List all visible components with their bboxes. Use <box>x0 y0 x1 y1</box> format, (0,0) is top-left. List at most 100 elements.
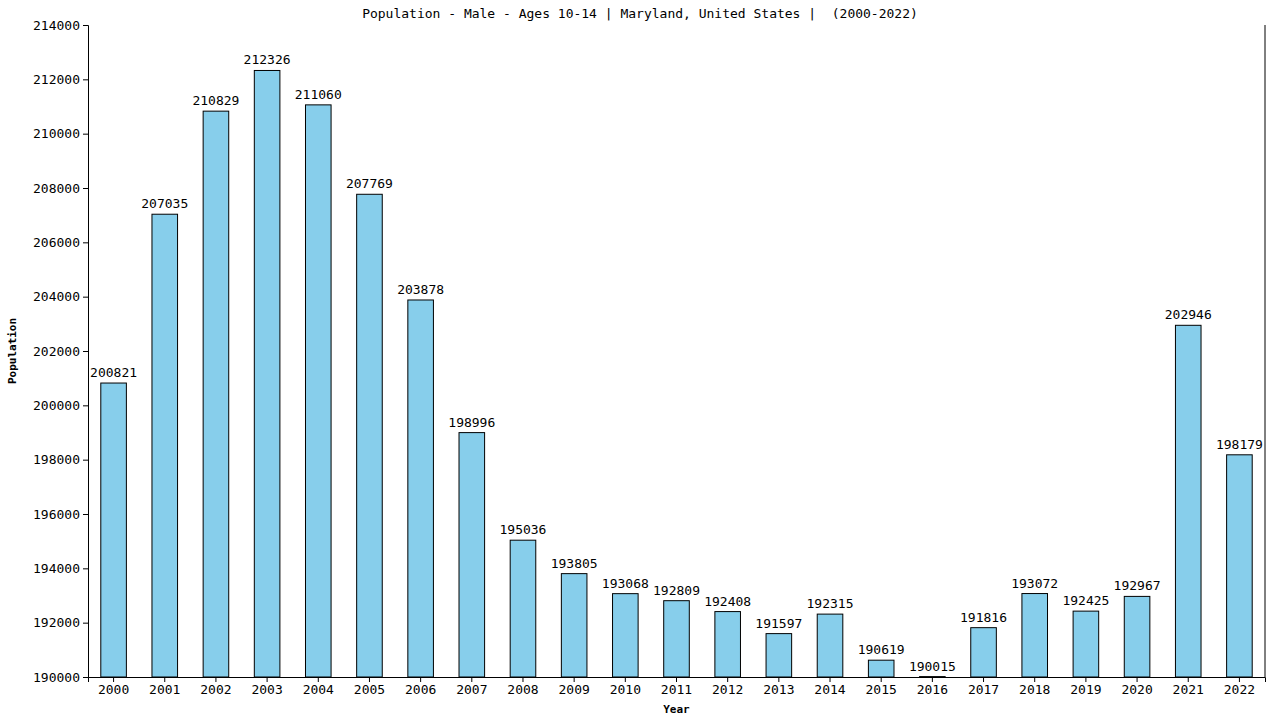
y-tick-label: 204000 <box>33 289 80 304</box>
x-tick: 2008 <box>507 677 538 697</box>
bar <box>1073 611 1099 677</box>
x-tick-label: 2000 <box>98 682 129 697</box>
y-tick: 192000 <box>33 615 88 630</box>
x-tick-label: 2009 <box>558 682 589 697</box>
y-tick: 202000 <box>33 344 88 359</box>
x-tick-label: 2012 <box>712 682 743 697</box>
data-label: 207035 <box>141 196 188 211</box>
x-tick: 2006 <box>405 677 436 697</box>
bar <box>254 70 280 677</box>
bar <box>152 214 178 677</box>
bar <box>868 660 894 677</box>
y-tick-label: 214000 <box>33 18 80 33</box>
data-label: 198179 <box>1216 437 1263 452</box>
bar <box>1227 455 1253 677</box>
bar <box>1022 594 1048 677</box>
bar <box>1175 325 1201 677</box>
y-tick-mark <box>83 297 88 298</box>
data-label: 192967 <box>1114 578 1161 593</box>
frame-line <box>1265 25 1266 677</box>
data-label: 211060 <box>295 87 342 102</box>
data-label: 195036 <box>499 522 546 537</box>
bar <box>1124 596 1150 677</box>
y-tick-label: 196000 <box>33 507 80 522</box>
y-tick-mark <box>83 134 88 135</box>
bar <box>561 574 587 677</box>
x-tick-label: 2004 <box>303 682 334 697</box>
data-label: 191597 <box>755 616 802 631</box>
x-tick-label: 2010 <box>610 682 641 697</box>
y-tick-mark <box>83 242 88 243</box>
y-tick-mark <box>83 405 88 406</box>
y-tick: 204000 <box>33 289 88 304</box>
x-tick: 2001 <box>149 677 180 697</box>
y-tick-label: 200000 <box>33 398 80 413</box>
bar <box>408 300 434 677</box>
y-axis: 190000 192000 194000 196000 198000 200000 2020… <box>33 18 88 685</box>
y-tick-mark <box>83 25 88 26</box>
y-tick: 200000 <box>33 398 88 413</box>
bar <box>613 594 639 677</box>
x-tick-label: 2015 <box>866 682 897 697</box>
bar <box>971 628 997 677</box>
y-tick: 190000 <box>33 670 88 685</box>
y-tick: 194000 <box>33 561 88 576</box>
y-axis-line <box>83 26 89 678</box>
data-label: 200821 <box>90 365 137 380</box>
y-tick-mark <box>83 79 88 80</box>
x-tick: 2007 <box>456 677 487 697</box>
y-tick: 196000 <box>33 507 88 522</box>
y-tick: 208000 <box>33 181 88 196</box>
x-tick-label: 2011 <box>661 682 692 697</box>
y-tick-label: 202000 <box>33 344 80 359</box>
x-tick: 2015 <box>866 677 897 697</box>
bar <box>715 612 741 677</box>
x-tick: 2009 <box>558 677 589 697</box>
title: Population - Male - Ages 10-14 | Marylan… <box>362 6 918 21</box>
y-tick: 206000 <box>33 235 88 250</box>
y-tick-mark <box>83 568 88 569</box>
bar <box>817 614 843 677</box>
data-label: 193068 <box>602 576 649 591</box>
x-tick: 2012 <box>712 677 743 697</box>
x-tick: 2020 <box>1121 677 1152 697</box>
y-tick-mark <box>83 514 88 515</box>
y-tick-label: 190000 <box>33 670 80 685</box>
x-tick: 2017 <box>968 677 999 697</box>
x-tick-label: 2006 <box>405 682 436 697</box>
x-tick-label: 2007 <box>456 682 487 697</box>
x-tick: 2003 <box>251 677 282 697</box>
x-tick-label: 2022 <box>1224 682 1255 697</box>
bar <box>920 676 946 677</box>
y-tick-label: 194000 <box>33 561 80 576</box>
y-tick-label: 210000 <box>33 126 80 141</box>
bar <box>766 634 792 677</box>
data-label: 198996 <box>448 415 495 430</box>
x-tick-label: 2008 <box>507 682 538 697</box>
data-label: 207769 <box>346 176 393 191</box>
y-tick-mark <box>83 351 88 352</box>
x-tick: 2000 <box>98 677 129 697</box>
data-label: 212326 <box>244 52 291 67</box>
x-tick: 2005 <box>354 677 385 697</box>
x-tick-label: 2019 <box>1070 682 1101 697</box>
x-tick-label: 2021 <box>1173 682 1204 697</box>
bar <box>357 194 383 677</box>
data-label: 192809 <box>653 583 700 598</box>
x-tick: 2018 <box>1019 677 1050 697</box>
data-label: 190619 <box>858 642 905 657</box>
x-tick: 2002 <box>200 677 231 697</box>
y-tick-label: 206000 <box>33 235 80 250</box>
x-tick: 2016 <box>917 677 948 697</box>
x-tick: 2014 <box>814 677 845 697</box>
bar <box>664 601 690 677</box>
bars <box>101 70 1252 677</box>
y-tick: 198000 <box>33 452 88 467</box>
y-tick-label: 208000 <box>33 181 80 196</box>
chart: 2008212070352108292123262110602077692038… <box>0 0 1280 720</box>
x-axis: 2000 2001 2002 2003 2004 2005 2006 2007 2008 2009… <box>89 677 1266 697</box>
y-tick-mark <box>83 623 88 624</box>
y-tick-mark <box>83 460 88 461</box>
data-label: 203878 <box>397 282 444 297</box>
x-tick-label: 2018 <box>1019 682 1050 697</box>
